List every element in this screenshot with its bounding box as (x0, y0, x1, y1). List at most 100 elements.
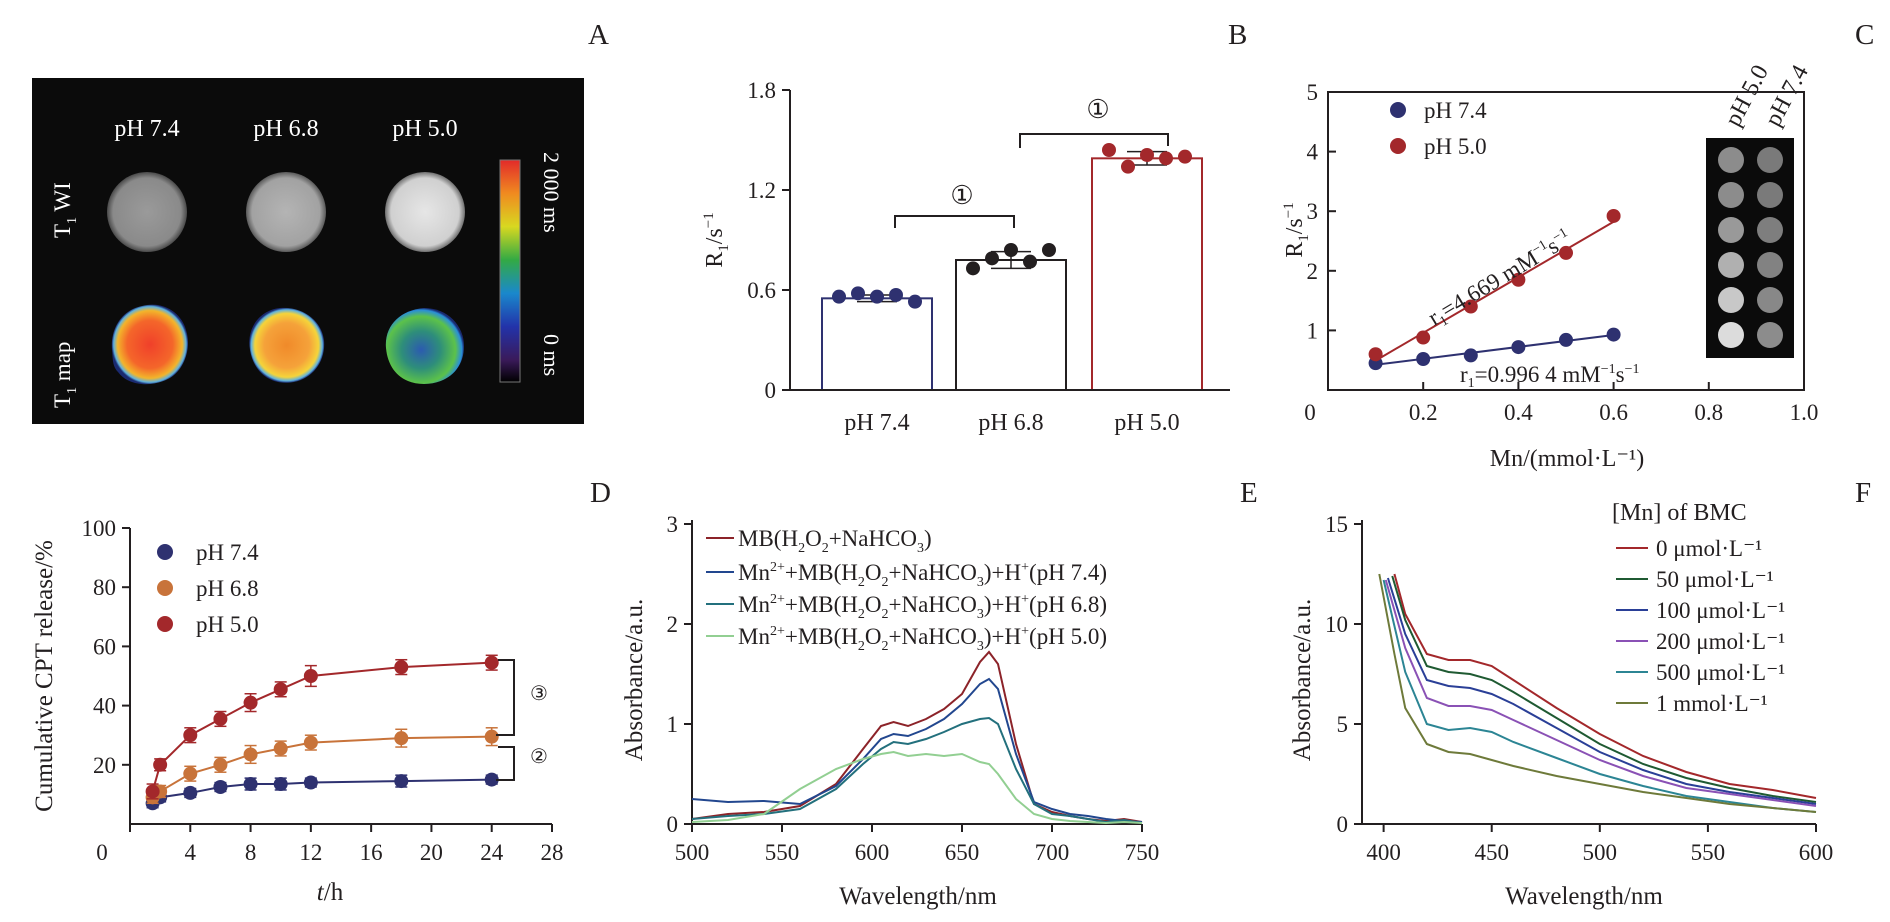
d-data-point (243, 695, 258, 710)
f-legend-label: 500 μmol·L⁻¹ (1656, 660, 1785, 685)
c-phantom-well (1757, 252, 1783, 278)
c-data-point (1511, 340, 1526, 355)
e-x-tick-label: 500 (675, 840, 710, 865)
b-y-tick-label: 1.2 (747, 178, 776, 203)
d-data-point (394, 774, 409, 789)
c-y-label: R1/s−1 (1281, 202, 1312, 258)
b-bars (821, 143, 1203, 392)
c-phantom-image (1706, 138, 1794, 358)
b-data-point (889, 288, 903, 302)
c-data-point (1559, 332, 1573, 347)
d-bracket-1 (496, 659, 515, 736)
d-data-point (303, 775, 318, 790)
mri-col-label: pH 7.4 (114, 116, 179, 142)
d-legend-marker-ph50 (157, 616, 173, 632)
d-data-point (183, 785, 198, 800)
f-x-ticks: 400 450 500 550 600 (1366, 824, 1833, 865)
b-y-tick-label: 0.6 (747, 278, 776, 303)
d-y-tick-label: 20 (93, 753, 116, 778)
d-y-tick-label: 100 (82, 516, 117, 541)
d-data-point (213, 780, 228, 794)
d-data-point (153, 757, 168, 772)
c-data-point (1368, 347, 1383, 362)
d-legend-ph50: pH 5.0 (196, 612, 259, 637)
b-data-point (1178, 149, 1192, 164)
t1wi-phantom-ph50 (385, 172, 465, 252)
d-x-tick-label: 0 (96, 840, 108, 865)
d-series (145, 654, 499, 811)
mri-svg: pH 7.4 pH 6.8 pH 5.0 T1 WI T1 map 2 000 … (50, 116, 564, 408)
c-legend-marker-ph74 (1390, 102, 1406, 118)
d-data-point (213, 757, 228, 772)
f-y-tick-label: 5 (1337, 712, 1349, 737)
c-phantom-well (1757, 217, 1783, 243)
e-x-tick-label: 650 (945, 840, 980, 865)
e-legend-2: Mn2++MB(H2O2+NaHCO3)+H+(pH 6.8) (738, 592, 1107, 622)
d-significance-2: ② (530, 746, 548, 768)
b-data-point (908, 294, 922, 309)
panel-letter-e: E (1240, 477, 1258, 509)
c-phantom-well (1718, 182, 1744, 208)
b-x-label: pH 7.4 (844, 410, 909, 436)
e-y-tick-label: 1 (667, 712, 679, 737)
d-y-label: Cumulative CPT release/% (31, 540, 58, 812)
d-data-point (183, 766, 198, 781)
e-x-tick-label: 750 (1125, 840, 1160, 865)
f-legend-label: 100 μmol·L⁻¹ (1656, 598, 1785, 623)
f-series (1378, 573, 1817, 813)
d-legend-ph68: pH 6.8 (196, 576, 259, 601)
d-x-tick-label: 4 (185, 840, 197, 865)
row-label-t1map: T1 map (50, 342, 80, 408)
d-y-tick-label: 60 (93, 634, 116, 659)
d-bracket-2 (496, 746, 515, 781)
f-x-label: Wavelength/nm (1505, 883, 1663, 910)
e-x-tick-label: 600 (855, 840, 890, 865)
f-y-tick-label: 15 (1325, 512, 1348, 537)
t1wi-phantom-ph68 (246, 172, 326, 252)
b-y-tick-label: 1.8 (747, 78, 776, 103)
d-data-point (394, 731, 409, 746)
c-x-tick-label: 1.0 (1790, 400, 1819, 425)
chart-r1-bar: 0 0.6 1.2 1.8 pH 7.4 pH 6.8 pH 5.0 R1/s−1 ① ① (701, 78, 1230, 436)
d-x-tick-label: 16 (360, 840, 383, 865)
chart-r1-relaxivity: 1 2 3 4 5 0 0.2 0.4 0.6 0.8 1.0 R1/s−1 Mn/(mmol·L… (1281, 61, 1818, 472)
e-y-tick-label: 2 (667, 612, 679, 637)
t1wi-phantom-ph74 (107, 172, 187, 252)
e-series-line (691, 716, 1143, 824)
c-data-point (1559, 245, 1573, 260)
c-phantom-well (1757, 287, 1783, 313)
d-y-ticks: 20 40 60 80 100 (82, 516, 130, 778)
f-x-tick-label: 600 (1799, 840, 1834, 865)
e-x-ticks: 500 550 600 650 700 750 (675, 824, 1160, 865)
d-x-tick-label: 20 (420, 840, 443, 865)
t1map-ph50 (385, 308, 464, 384)
b-data-point (985, 251, 999, 266)
panel-letter-a: A (588, 19, 609, 51)
c-annotation-red: r1=4.669 mM−1s−1 (1424, 225, 1578, 333)
panel-letter-b: B (1228, 19, 1247, 51)
d-significance-1: ③ (530, 683, 548, 705)
d-data-point (213, 711, 228, 726)
b-data-point (1042, 243, 1056, 257)
panel-letter-f: F (1855, 477, 1871, 509)
c-plot-frame (1327, 91, 1805, 391)
c-legend-ph74: pH 7.4 (1424, 98, 1487, 123)
c-y-tick-label: 2 (1307, 259, 1319, 284)
d-data-point (145, 784, 160, 799)
mri-col-label: pH 5.0 (392, 116, 457, 142)
c-phantom-well (1718, 322, 1744, 348)
d-legend-ph74: pH 7.4 (196, 540, 259, 565)
f-y-tick-label: 10 (1325, 612, 1348, 637)
d-x-tick-label: 8 (245, 840, 257, 865)
c-y-tick-label: 4 (1307, 140, 1319, 165)
f-series-line (1391, 575, 1817, 803)
f-legend: 0 μmol·L⁻¹ 50 μmol·L⁻¹ 100 μmol·L⁻¹ 200 μmo… (1616, 536, 1785, 716)
colorbar-min-label: 0 ms (539, 334, 564, 376)
e-series-line (691, 677, 1143, 823)
row-label-t1wi: T1 WI (50, 182, 80, 238)
t1map-ph68 (249, 307, 325, 383)
e-y-ticks: 0 1 2 3 (667, 512, 692, 837)
c-phantom-well (1718, 287, 1744, 313)
c-x-tick-label: 0.2 (1409, 400, 1438, 425)
b-data-point (1140, 148, 1154, 162)
